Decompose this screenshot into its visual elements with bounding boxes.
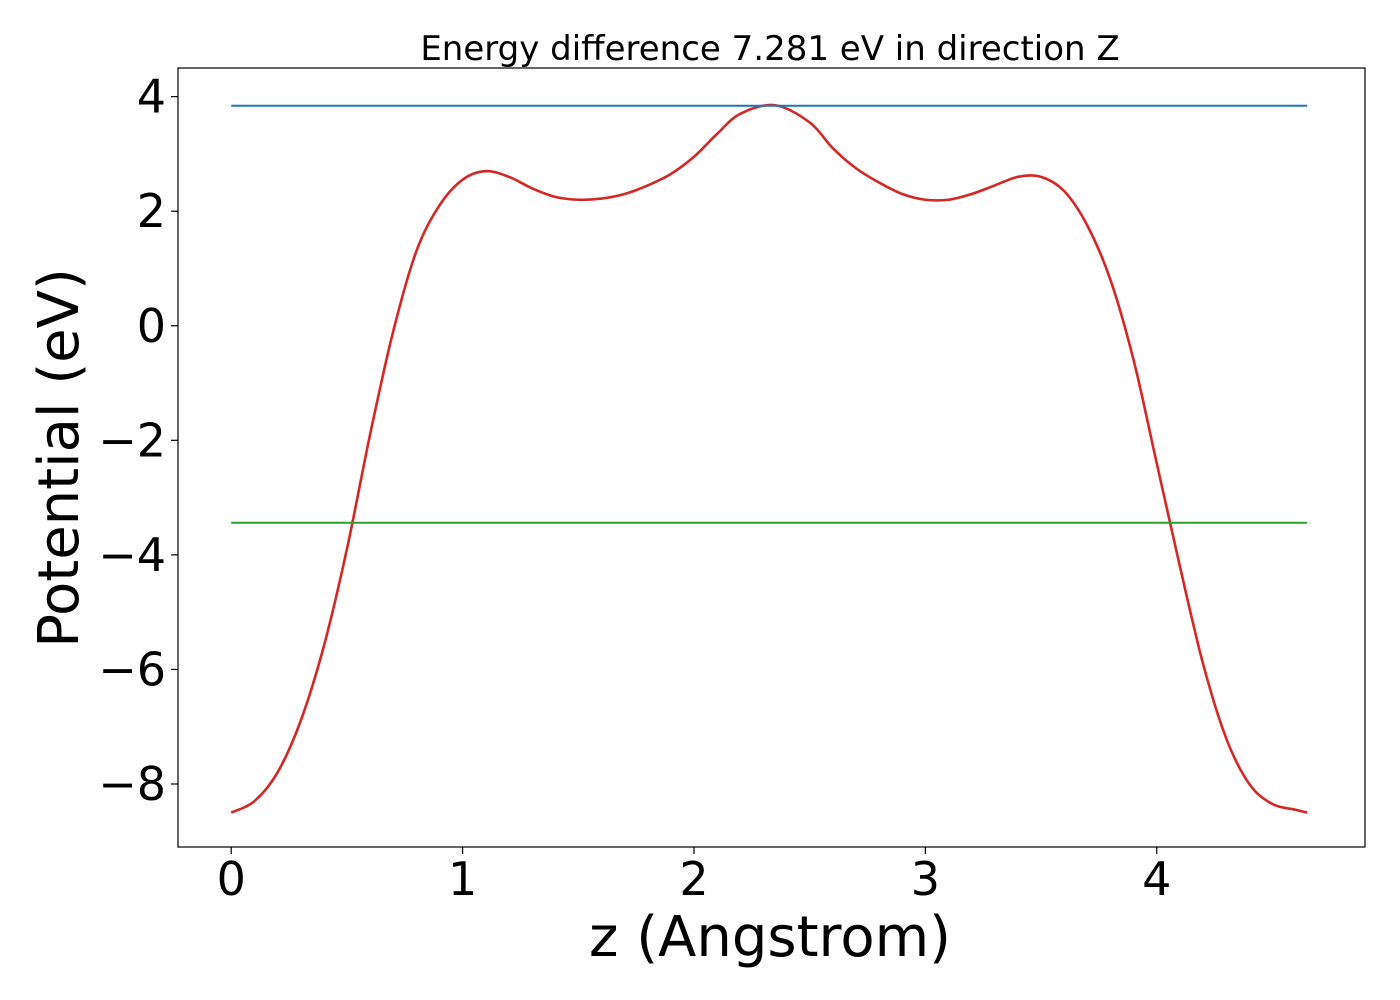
x-axis: 0 1 2 3 4 (217, 847, 1171, 906)
y-axis-label: Potential (eV) (27, 268, 92, 648)
y-tick-label: −6 (98, 642, 166, 696)
x-tick-label: 0 (217, 852, 246, 906)
y-tick-label: 4 (137, 70, 166, 124)
y-tick-label: −4 (98, 528, 166, 582)
x-axis-label: z (Angstrom) (589, 905, 951, 970)
chart-title: Energy difference 7.281 eV in direction … (420, 29, 1119, 69)
axes-frame (177, 67, 1366, 848)
y-tick-label: 0 (137, 299, 166, 353)
x-tick-label: 4 (1142, 852, 1171, 906)
x-tick-label: 3 (911, 852, 940, 906)
x-tick-label: 2 (679, 852, 708, 906)
y-tick-label: −8 (98, 757, 166, 811)
y-axis: 4 2 0 −2 −4 −6 −8 (98, 70, 178, 811)
plot-area (230, 103, 1308, 814)
y-tick-label: −2 (98, 413, 166, 467)
x-tick-label: 1 (448, 852, 477, 906)
y-tick-label: 2 (137, 184, 166, 238)
